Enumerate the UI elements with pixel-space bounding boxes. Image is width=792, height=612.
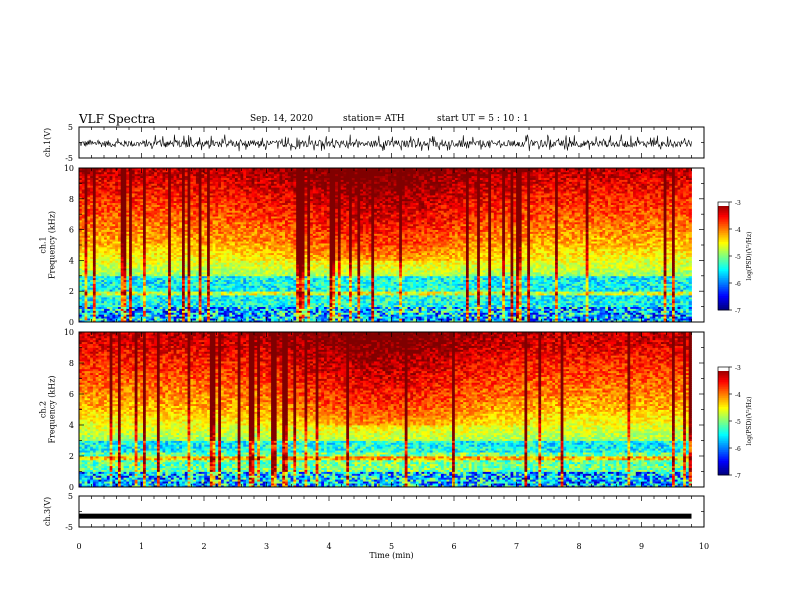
y-tick-label: 5 [68,123,73,132]
ch1-waveform-panel: 5 -5 ch.1(V) [43,123,704,163]
y-tick-label: -5 [65,154,73,163]
ch1-signal-line [79,135,692,152]
y-axis-label: ch.1(V) [43,128,52,157]
